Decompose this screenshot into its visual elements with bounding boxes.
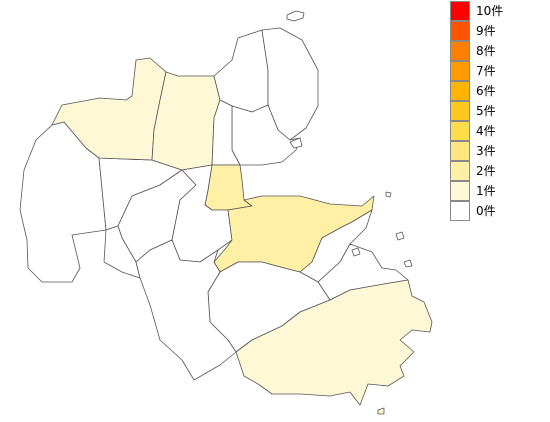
legend-item: 3件 <box>450 141 550 161</box>
legend-item: 4件 <box>450 121 550 141</box>
legend-swatch <box>450 121 470 141</box>
legend-swatch <box>450 21 470 41</box>
legend-label: 7件 <box>476 64 496 78</box>
region-island-1[interactable] <box>385 191 392 198</box>
legend-label: 9件 <box>476 24 496 38</box>
region-kokonoe[interactable] <box>103 225 141 279</box>
region-island-5[interactable] <box>377 407 385 415</box>
legend-label: 4件 <box>476 124 496 138</box>
legend-item: 6件 <box>450 81 550 101</box>
legend-item: 2件 <box>450 161 550 181</box>
legend-swatch <box>450 41 470 61</box>
region-kunisaki[interactable] <box>261 27 319 141</box>
region-bungotakada[interactable] <box>213 29 269 113</box>
region-himeshima[interactable] <box>286 10 305 22</box>
legend-label: 3件 <box>476 144 496 158</box>
region-yufu[interactable] <box>171 164 233 263</box>
legend-swatch <box>450 101 470 121</box>
region-island-4[interactable] <box>351 247 361 257</box>
legend-swatch <box>450 141 470 161</box>
region-island-2[interactable] <box>395 231 405 241</box>
legend-label: 5件 <box>476 104 496 118</box>
region-saiki[interactable] <box>235 279 433 406</box>
legend-label: 6件 <box>476 84 496 98</box>
legend-swatch <box>450 181 470 201</box>
legend-swatch <box>450 81 470 101</box>
legend-swatch <box>450 161 470 181</box>
legend-item: 10件 <box>450 1 550 21</box>
legend-label: 0件 <box>476 204 496 218</box>
legend-label: 1件 <box>476 184 496 198</box>
region-taketa[interactable] <box>135 239 237 381</box>
region-island-6[interactable] <box>289 137 303 149</box>
region-island-3[interactable] <box>403 259 413 268</box>
legend-item: 9件 <box>450 21 550 41</box>
legend-item: 1件 <box>450 181 550 201</box>
legend-swatch <box>450 1 470 21</box>
legend-swatch <box>450 201 470 221</box>
legend-item: 5件 <box>450 101 550 121</box>
region-beppu[interactable] <box>204 164 253 211</box>
legend-label: 2件 <box>476 164 496 178</box>
legend-item: 7件 <box>450 61 550 81</box>
legend-label: 10件 <box>476 4 504 18</box>
legend-swatch <box>450 61 470 81</box>
legend-item: 0件 <box>450 201 550 221</box>
legend-item: 8件 <box>450 41 550 61</box>
legend-label: 8件 <box>476 44 496 58</box>
map-legend: 10件 9件 8件 7件 6件 5件 4件 3件 2件 1件 0件 <box>450 1 550 221</box>
